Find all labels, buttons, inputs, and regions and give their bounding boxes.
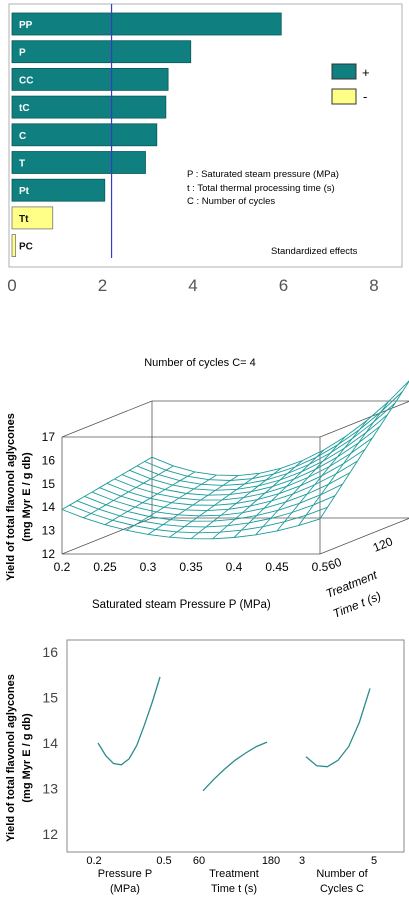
main-effects-frame <box>66 639 405 853</box>
surface-xtick: 0.3 <box>140 560 157 574</box>
surface-mesh-line <box>136 402 396 486</box>
surface-box-edge <box>319 400 409 438</box>
pareto-xtick-4: 4 <box>188 276 197 295</box>
pareto-xtick-2: 2 <box>98 276 107 295</box>
effects-xtick: 60 <box>193 855 205 867</box>
effects-xtick: 180 <box>262 855 280 867</box>
effects-xtick: 3 <box>299 855 305 867</box>
surface-mesh-line <box>129 414 388 491</box>
response-surface-chart: Number of cycles C= 4 0.2 0.25 0.3 0.35 0.4 0… <box>5 357 409 621</box>
pareto-bar-P <box>11 40 192 64</box>
note-pressure: P : Saturated steam pressure (MPa) <box>187 169 339 180</box>
pareto-bar-label-CC: CC <box>19 75 33 86</box>
legend-positive-swatch <box>331 63 357 80</box>
surface-mesh-line <box>84 483 343 522</box>
surface-mesh-line <box>106 449 366 506</box>
surface-xtick: 0.5 <box>312 560 329 574</box>
surface-mesh-line <box>91 472 351 517</box>
effects-ytick-14: 14 <box>42 735 58 751</box>
surface-ztick: 14 <box>42 500 56 514</box>
main-effect-curve-2 <box>202 741 268 792</box>
pareto-xtick-0: 0 <box>7 276 16 295</box>
factor-label-pressure-1: Pressure P <box>98 868 152 880</box>
pareto-bar-label-Tt: Tt <box>19 214 29 225</box>
pareto-bar-label-tC: tC <box>19 103 30 114</box>
surface-mesh-line <box>144 391 403 481</box>
surface-ttick: 120 <box>371 534 395 555</box>
effects-ytick-12: 12 <box>42 826 58 842</box>
surface-ztick: 12 <box>42 547 56 561</box>
effects-ylabel-line2: (mg Myr E / g db) <box>21 713 33 803</box>
factor-label-time-1: Treatment <box>209 868 259 880</box>
pareto-bar-CC <box>11 68 169 91</box>
effects-xtick: 5 <box>371 855 377 867</box>
surface-box-edge <box>61 400 153 438</box>
effects-ytick-15: 15 <box>42 690 58 706</box>
surface-xtick: 0.35 <box>179 560 203 574</box>
main-effect-curve-3 <box>305 688 371 768</box>
surface-xtick: 0.45 <box>265 560 289 574</box>
effects-xtick: 0.5 <box>156 855 171 867</box>
pareto-plot-frame <box>8 3 403 268</box>
pareto-bar-PC <box>11 234 17 258</box>
surface-ztick: 16 <box>42 453 56 467</box>
surface-ztick: 13 <box>42 524 56 538</box>
surface-xtick: 0.25 <box>93 560 117 574</box>
surface-xtick: 0.2 <box>54 560 71 574</box>
surface-mesh-line <box>99 460 358 512</box>
surface-ylabel-line1: Yield of total flavonol aglycones <box>5 413 17 581</box>
surface-title: Number of cycles C= 4 <box>144 357 256 369</box>
pareto-bar-label-Pt: Pt <box>19 186 30 197</box>
surface-xlabel: Saturated steam Pressure P (MPa) <box>92 599 271 611</box>
main-effects-chart: 12 13 14 15 16 0.2 0.5 60 180 3 5 Yield of total … <box>5 639 405 895</box>
pareto-bar-label-C: C <box>19 131 26 142</box>
pareto-bar-label-T: T <box>19 159 25 170</box>
surface-ylabel-line2: (mg Myr E / g db) <box>21 452 33 542</box>
pareto-bar-C <box>11 123 158 147</box>
surface-mesh-line <box>61 509 321 540</box>
effects-xtick: 0.2 <box>86 855 101 867</box>
factor-label-pressure-2: (MPa) <box>110 883 140 895</box>
pareto-footer: Standardized effects <box>271 246 358 257</box>
surface-mesh-line <box>69 504 328 534</box>
pareto-bar-Tt <box>11 206 54 230</box>
surface-xtick: 0.4 <box>226 560 243 574</box>
surface-ztick: 17 <box>42 430 56 444</box>
legend-negative-label: - <box>363 89 367 104</box>
effects-ytick-13: 13 <box>42 781 58 797</box>
legend-positive-label: + <box>362 65 370 80</box>
pareto-xtick-6: 6 <box>279 276 288 295</box>
factor-label-cycles-1: Number of <box>316 868 368 880</box>
effects-ylabel-line1: Yield of total flavonol aglycones <box>5 674 17 842</box>
surface-ttick: 60 <box>326 555 344 573</box>
surface-mesh-line <box>121 425 381 496</box>
legend-negative-swatch <box>331 88 357 105</box>
pareto-bar-Pt <box>11 178 106 202</box>
surface-mesh-line <box>114 437 373 501</box>
surface-mesh-line <box>151 380 409 477</box>
factor-label-cycles-2: Cycles C <box>320 883 364 895</box>
pareto-bar-label-P: P <box>19 48 26 59</box>
pareto-bar-label-PC: PC <box>19 242 33 253</box>
surface-ztick: 15 <box>42 477 56 491</box>
effects-ytick-16: 16 <box>42 644 58 660</box>
surface-box-edge <box>319 517 409 555</box>
note-cycles: C : Number of cycles <box>187 196 275 207</box>
pareto-bar-label-PP: PP <box>19 20 33 31</box>
pareto-bar-tC <box>11 95 167 119</box>
pareto-bar-PP <box>11 12 282 36</box>
pareto-xtick-8: 8 <box>369 276 378 295</box>
pareto-bar-T <box>11 151 146 174</box>
note-time: t : Total thermal processing time (s) <box>187 183 335 194</box>
surface-mesh-line <box>76 495 336 528</box>
main-effect-curve-1 <box>97 676 161 766</box>
factor-label-time-2: Time t (s) <box>211 883 257 895</box>
